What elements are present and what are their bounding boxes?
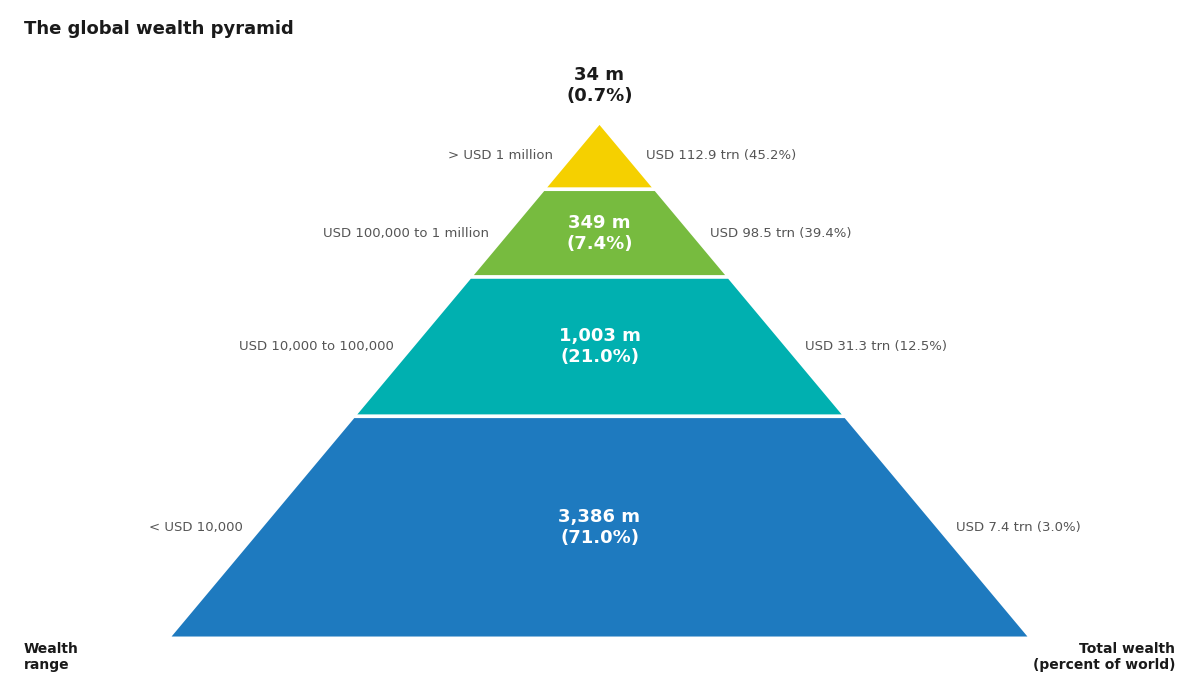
Text: USD 112.9 trn (45.2%): USD 112.9 trn (45.2%) <box>645 149 796 162</box>
Text: 1,003 m
(21.0%): 1,003 m (21.0%) <box>559 327 640 366</box>
Text: The global wealth pyramid: The global wealth pyramid <box>24 20 294 39</box>
Text: 349 m
(7.4%): 349 m (7.4%) <box>566 214 633 253</box>
Text: USD 100,000 to 1 million: USD 100,000 to 1 million <box>323 227 489 240</box>
Polygon shape <box>168 416 1031 638</box>
Text: 3,386 m
(71.0%): 3,386 m (71.0%) <box>559 508 640 547</box>
Text: Total wealth
(percent of world): Total wealth (percent of world) <box>1032 642 1175 672</box>
Text: Wealth
range: Wealth range <box>24 642 79 672</box>
Text: 34 m
(0.7%): 34 m (0.7%) <box>566 67 633 105</box>
Text: USD 10,000 to 100,000: USD 10,000 to 100,000 <box>239 340 393 353</box>
Polygon shape <box>470 189 729 277</box>
Polygon shape <box>543 122 656 189</box>
Text: USD 7.4 trn (3.0%): USD 7.4 trn (3.0%) <box>957 521 1081 534</box>
Text: > USD 1 million: > USD 1 million <box>448 149 554 162</box>
Polygon shape <box>354 277 845 416</box>
Text: USD 98.5 trn (39.4%): USD 98.5 trn (39.4%) <box>710 227 851 240</box>
Text: < USD 10,000: < USD 10,000 <box>149 521 242 534</box>
Text: USD 31.3 trn (12.5%): USD 31.3 trn (12.5%) <box>806 340 947 353</box>
